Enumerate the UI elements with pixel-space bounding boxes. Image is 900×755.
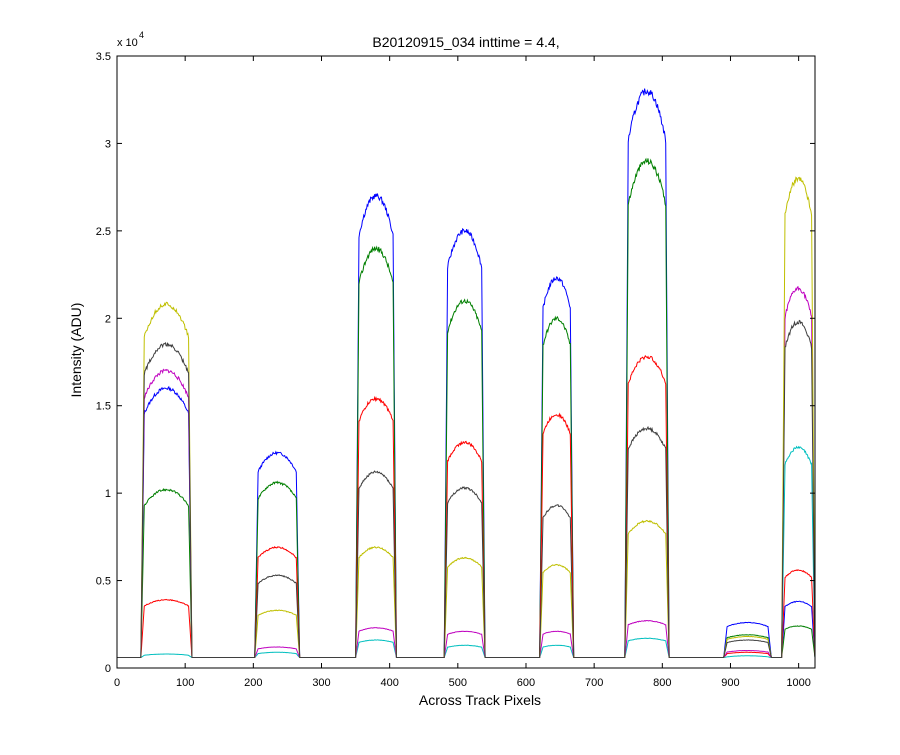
- series-line: [117, 157, 816, 659]
- y-tick-label: 1: [105, 488, 111, 500]
- axis-ticks: 0 100 200 300 400 500 600 700 800 900 1000 0 0.5 1 1.5…: [96, 51, 815, 689]
- x-tick-label: 400: [380, 677, 398, 689]
- y-multiplier-base: x 10: [117, 37, 138, 49]
- y-tick-label: 3.5: [96, 51, 111, 63]
- series-lines: [117, 88, 816, 659]
- series-line: [117, 176, 816, 659]
- y-tick-label: 2: [105, 313, 111, 325]
- y-tick-label: 0.5: [96, 576, 111, 588]
- x-tick-label: 300: [312, 677, 330, 689]
- x-tick-label: 900: [721, 677, 739, 689]
- series-line: [117, 445, 816, 659]
- x-tick-label: 800: [653, 677, 671, 689]
- series-line: [117, 285, 816, 659]
- x-tick-label: 1000: [786, 677, 810, 689]
- x-tick-label: 200: [244, 677, 262, 689]
- y-axis-title: Intensity (ADU): [68, 303, 84, 398]
- x-tick-label: 0: [114, 677, 120, 689]
- x-tick-label: 500: [449, 677, 467, 689]
- chart-title: B20120915_034 inttime = 4.4,: [372, 34, 559, 50]
- x-tick-label: 600: [517, 677, 535, 689]
- series-line: [117, 354, 816, 659]
- axes-box: [116, 55, 816, 669]
- x-axis-title: Across Track Pixels: [419, 692, 541, 708]
- x-tick-label: 100: [176, 677, 194, 689]
- y-tick-label: 1.5: [96, 401, 111, 413]
- x-tick-label: 700: [585, 677, 603, 689]
- y-tick-label: 2.5: [96, 226, 111, 238]
- y-tick-label: 0: [105, 663, 111, 675]
- series-line: [117, 88, 816, 659]
- y-tick-label: 3: [105, 138, 111, 150]
- y-multiplier-exponent: 4: [139, 30, 144, 40]
- series-line: [117, 319, 816, 659]
